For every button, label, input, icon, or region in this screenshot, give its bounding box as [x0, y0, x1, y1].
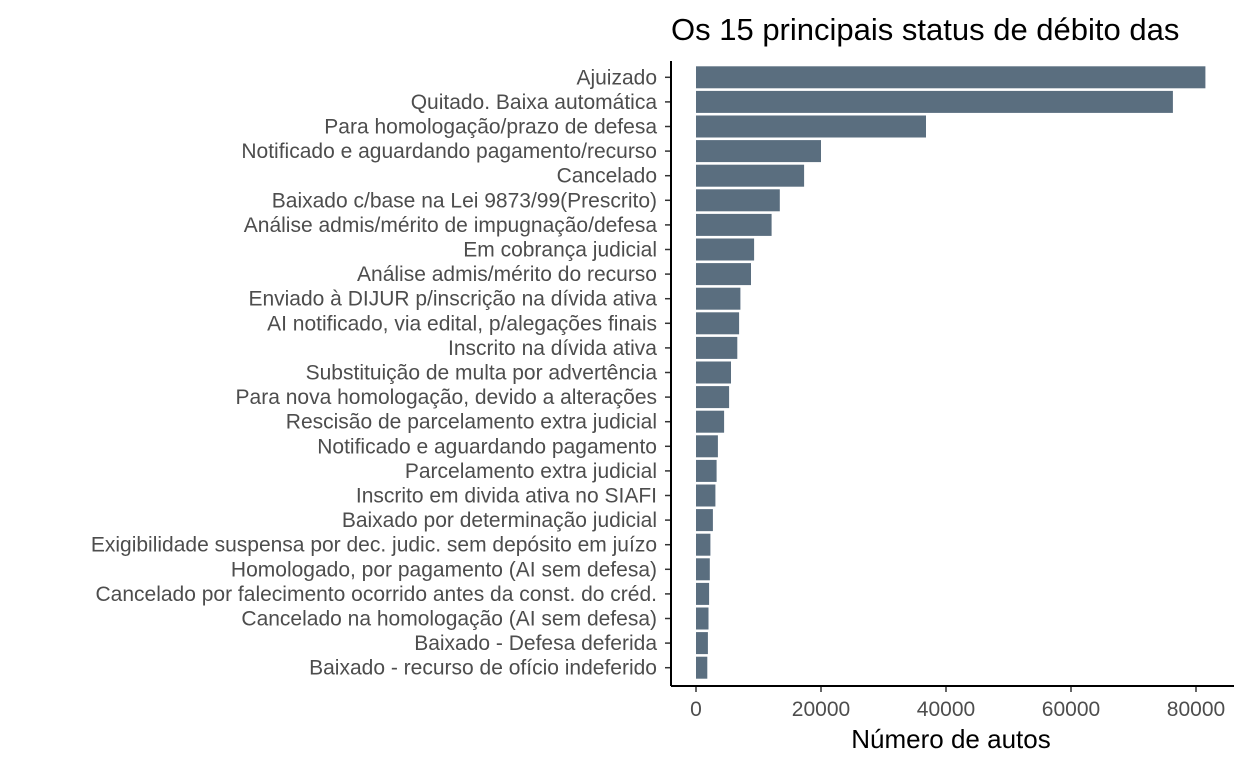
category-label: Enviado à DIJUR p/inscrição na dívida at…: [248, 288, 657, 311]
bar: [696, 90, 1173, 113]
category-label: Parcelamento extra judicial: [405, 460, 657, 483]
x-tick-label: 0: [690, 698, 702, 721]
category-label: Baixado - recurso de ofício indeferido: [309, 657, 657, 680]
bar: [696, 115, 926, 138]
category-label: Em cobrança judicial: [463, 239, 657, 262]
category-label: Baixado por determinação judicial: [342, 509, 657, 532]
x-tick-label: 60000: [1042, 698, 1100, 721]
x-ticks-group: 0 20000 40000 60000 80000: [690, 686, 1225, 721]
category-label: Ajuizado: [576, 66, 657, 89]
bar: [696, 435, 718, 458]
bars-group: [696, 66, 1206, 679]
bar: [696, 312, 740, 335]
bar: [696, 189, 780, 212]
bar: [696, 238, 755, 261]
bar: [696, 386, 730, 409]
bar: [696, 361, 731, 384]
category-label: Rescisão de parcelamento extra judicial: [286, 411, 657, 434]
category-label: Baixado - Defesa deferida: [414, 632, 657, 655]
x-tick-label: 20000: [792, 698, 850, 721]
category-label: Para homologação/prazo de defesa: [324, 116, 657, 139]
bar: [696, 336, 738, 359]
bar: [696, 533, 711, 556]
category-label: Análise admis/mérito do recurso: [357, 263, 657, 286]
bar: [696, 140, 821, 163]
bar: [696, 558, 710, 581]
bar: [696, 213, 772, 236]
bar: [696, 632, 708, 655]
x-tick-label: 80000: [1167, 698, 1225, 721]
bar: [696, 582, 710, 605]
category-label: Notificado e aguardando pagamento/recurs…: [241, 140, 657, 163]
category-label: Inscrito em divida ativa no SIAFI: [356, 485, 657, 508]
category-label: Quitado. Baixa automática: [411, 91, 658, 114]
bar: [696, 66, 1206, 89]
category-label: Homologado, por pagamento (AI sem defesa…: [231, 558, 657, 581]
category-label: Cancelado: [557, 165, 657, 188]
category-label: Inscrito na dívida ativa: [448, 337, 657, 360]
category-label: Exigibilidade suspensa por dec. judic. s…: [91, 534, 657, 557]
chart-title: Os 15 principais status de débito das: [671, 12, 1179, 47]
bar: [696, 410, 725, 433]
category-label: Cancelado na homologação (AI sem defesa): [241, 608, 657, 631]
category-label: Análise admis/mérito de impugnação/defes…: [244, 214, 658, 237]
category-label: Baixado c/base na Lei 9873/99(Prescrito): [272, 189, 657, 212]
bar: [696, 656, 708, 679]
category-label: Para nova homologação, devido a alteraçõ…: [236, 386, 657, 409]
bar: [696, 263, 751, 286]
category-label: Substituição de multa por advertência: [306, 362, 658, 385]
bar: [696, 509, 713, 532]
category-label: AI notificado, via edital, p/alegações f…: [267, 312, 657, 335]
bar: [696, 484, 716, 507]
bar: [696, 459, 717, 482]
bar: [696, 607, 709, 630]
category-label: Notificado e aguardando pagamento: [317, 435, 657, 458]
bar: [696, 287, 741, 310]
bar: [696, 164, 805, 187]
category-label: Cancelado por falecimento ocorrido antes…: [96, 583, 658, 606]
x-axis-title: Número de autos: [851, 724, 1050, 754]
x-tick-label: 40000: [917, 698, 975, 721]
